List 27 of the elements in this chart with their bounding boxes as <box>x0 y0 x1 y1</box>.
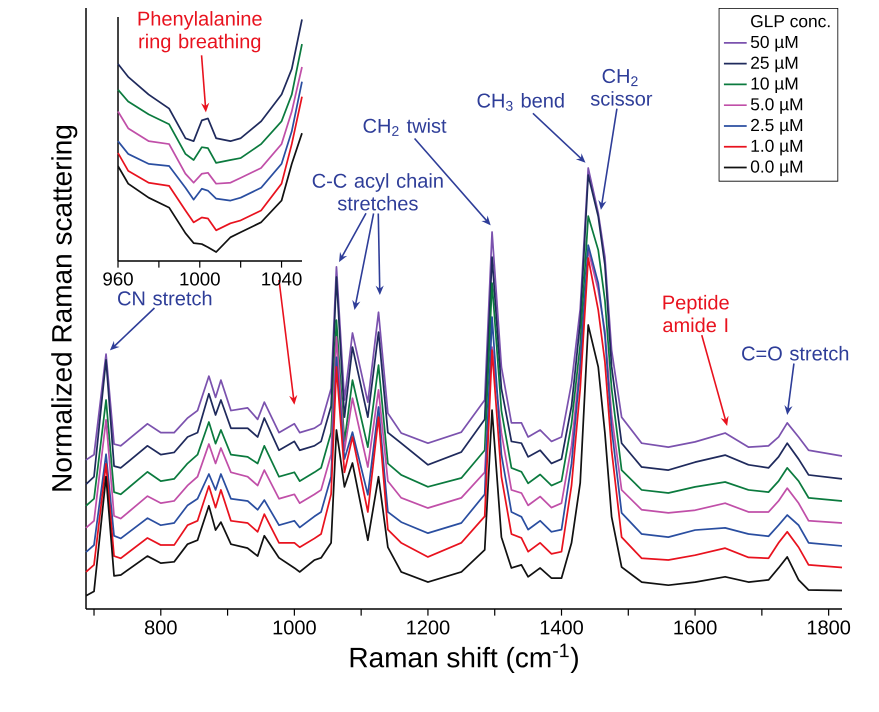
x-tick-label: 1600 <box>674 620 717 635</box>
x-axis-title: Raman shift (cm$^{-1}$) <box>350 644 578 673</box>
annotation: C=O stretch <box>742 346 848 361</box>
x-tick-label: 960 <box>103 272 133 286</box>
legend-label: 1.0 µM <box>752 140 802 156</box>
legend-label: 50 µM <box>750 36 798 52</box>
legend-label: 10 µM <box>752 77 798 94</box>
x-tick-label: 800 <box>144 620 177 635</box>
x-tick-label: 1800 <box>808 620 850 635</box>
x-tick-label: 1000 <box>274 620 316 635</box>
legend-label: 2.5 µM <box>751 118 802 135</box>
legend-label: 25 µM <box>751 56 798 72</box>
legend-title: GLP conc. <box>751 15 830 28</box>
legend-label: 5.0 µM <box>750 98 802 114</box>
x-tick-label: 1040 <box>262 272 302 286</box>
text: CH$_{3}$ bend <box>478 93 564 111</box>
text: CH$_{2}$ twist <box>364 118 446 136</box>
text: CH$_{2}$ scissor <box>590 68 652 106</box>
annotation: Peptide amide I <box>663 294 729 332</box>
annotation: Phenylalanine ring breathing <box>138 11 262 52</box>
x-tick-label: 1200 <box>407 620 450 635</box>
y-axis-title: Normalized Raman scattering <box>51 126 78 491</box>
legend-label: 0.0 µM <box>750 160 802 176</box>
annotation: CN stretch <box>118 290 212 306</box>
annotation: C-C acyl chain stretches <box>312 173 443 211</box>
x-tick-label: 1400 <box>540 620 583 635</box>
x-tick-label: 1000 <box>180 272 220 286</box>
